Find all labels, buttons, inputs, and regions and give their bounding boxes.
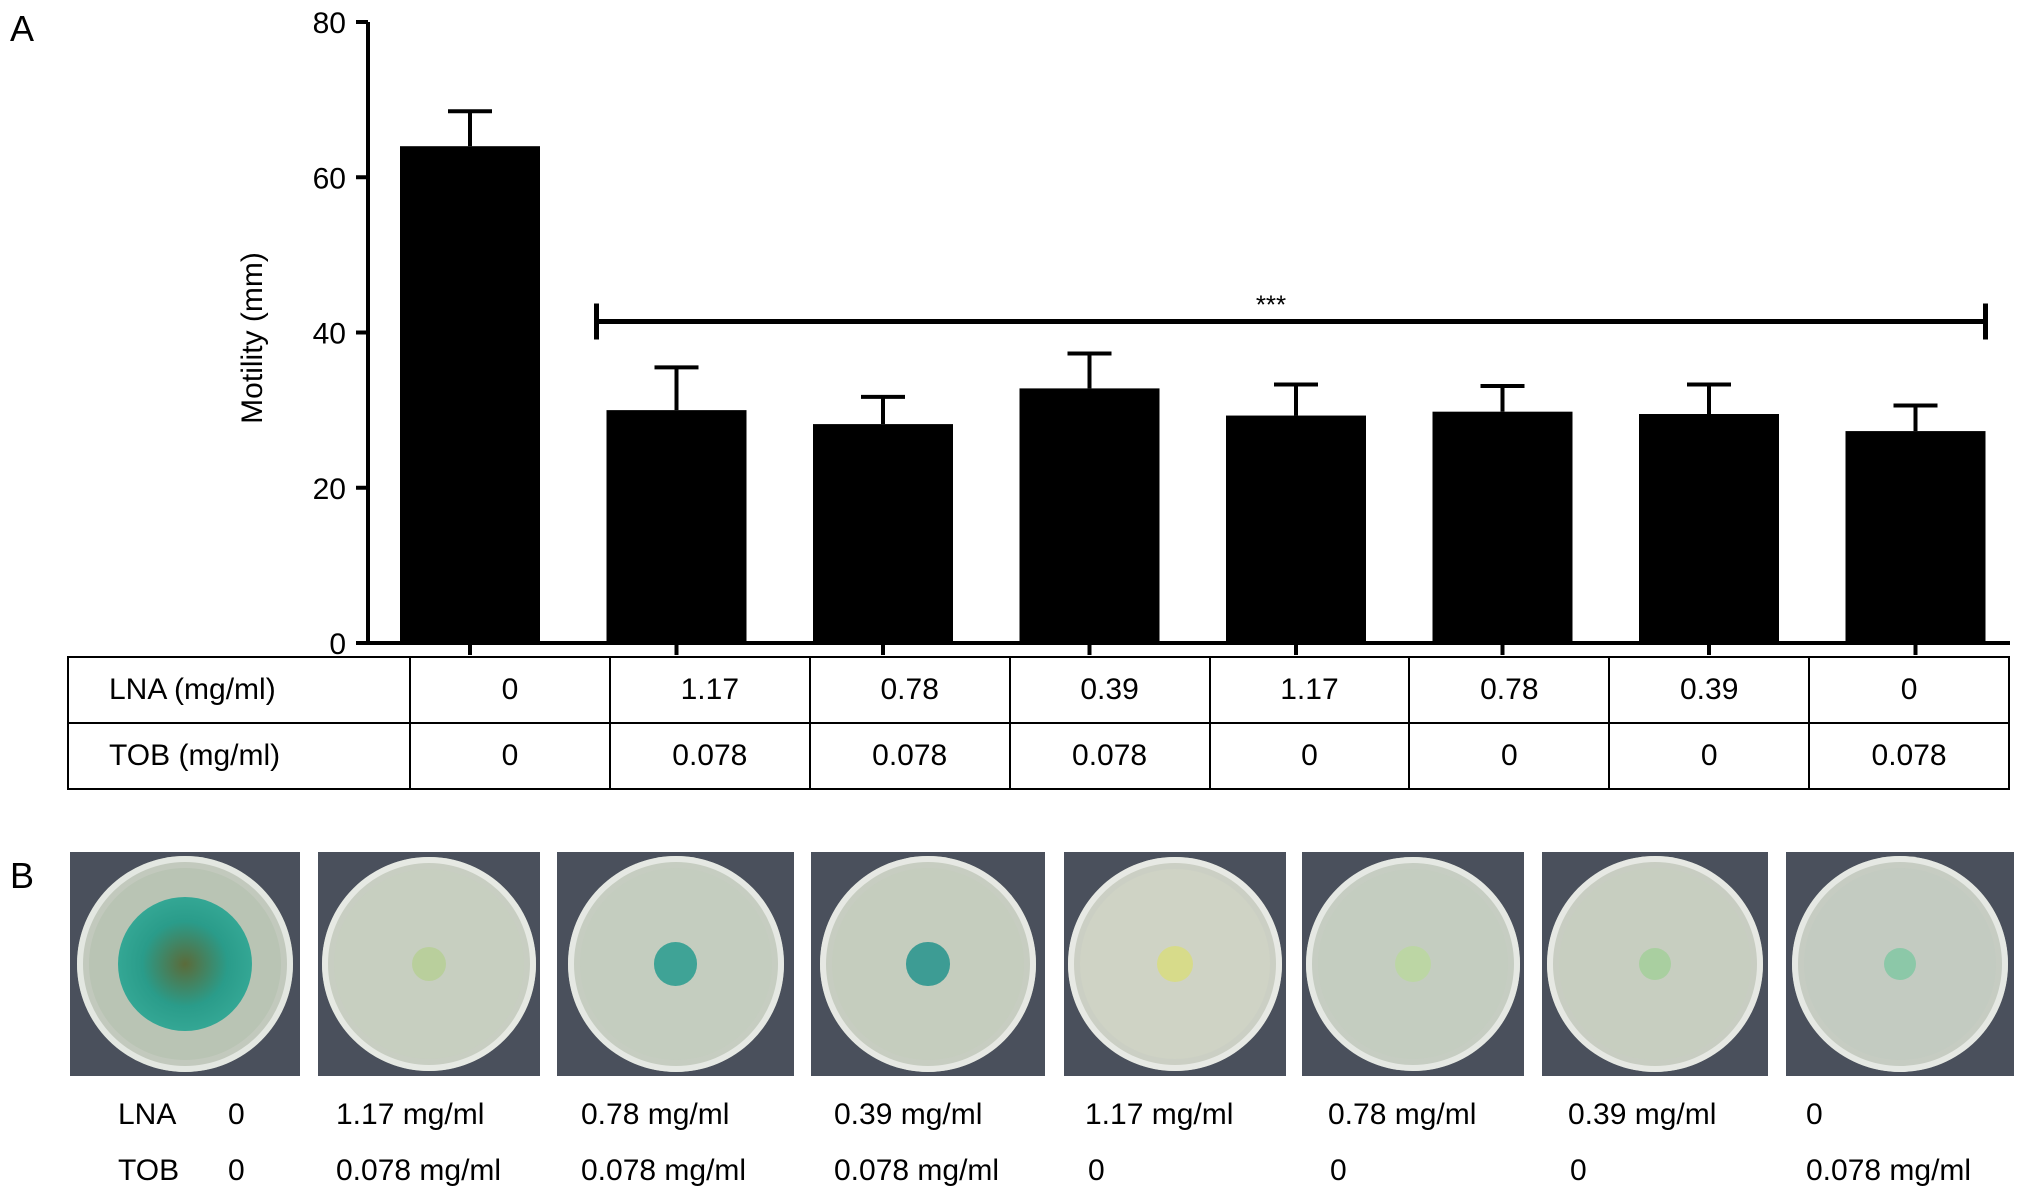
petri-dish xyxy=(567,856,784,1072)
table-cell: 0 xyxy=(1808,656,2010,724)
bar xyxy=(1226,415,1366,643)
petri-dish-photo xyxy=(1064,852,1286,1076)
colony xyxy=(653,942,698,986)
petri-dish xyxy=(1306,857,1520,1071)
table-cell: 0 xyxy=(409,722,611,790)
caption-lna-value: 0.39 mg/ml xyxy=(1568,1098,1717,1131)
caption-tob-value: 0.078 mg/ml xyxy=(1806,1154,1972,1187)
table-row-tob: TOB (mg/ml) 0 0.078 0.078 0.078 0 0 0 0.… xyxy=(67,722,2010,790)
colony xyxy=(1156,945,1194,983)
colony xyxy=(1883,947,1917,981)
petri-dish-photo xyxy=(70,852,300,1076)
panel-label-a: A xyxy=(10,8,35,49)
table-cell: 0.39 xyxy=(1608,656,1811,724)
bar xyxy=(813,424,953,643)
table-cell: 0.78 xyxy=(1408,656,1611,724)
colony xyxy=(411,946,447,982)
caption-tob-value: 0 xyxy=(228,1154,245,1187)
table-row-label: LNA (mg/ml) xyxy=(67,656,411,724)
caption-tob-value: 0 xyxy=(1330,1154,1347,1187)
petri-dish-photos xyxy=(70,852,2015,1076)
bar xyxy=(400,146,540,643)
table-cell: 0 xyxy=(1408,722,1611,790)
y-tick-label: 80 xyxy=(313,7,346,40)
caption-lna-value: 0.39 mg/ml xyxy=(834,1098,983,1131)
table-cell: 0 xyxy=(1608,722,1811,790)
bar xyxy=(1845,431,1986,643)
colony xyxy=(1394,945,1432,983)
table-cell: 0.078 xyxy=(1008,722,1211,790)
petri-dish-photo xyxy=(1302,852,1524,1076)
table-row-label: TOB (mg/ml) xyxy=(67,722,411,790)
caption-lna-value: 0.78 mg/ml xyxy=(1328,1098,1477,1131)
motility-bar-chart: 0 20 40 60 80 *** Motility (mm) xyxy=(236,7,2010,656)
caption-tob-value: 0 xyxy=(1088,1154,1105,1187)
y-tick-label: 20 xyxy=(313,473,346,506)
conditions-table: LNA (mg/ml) 0 1.17 0.78 0.39 1.17 0.78 0… xyxy=(67,656,2010,790)
caption-tob-value: 0.078 mg/ml xyxy=(834,1154,1000,1187)
bar xyxy=(606,410,747,643)
bar xyxy=(1432,411,1573,643)
y-tick-label: 60 xyxy=(313,162,346,195)
table-cell: 0 xyxy=(409,656,611,724)
petri-dish-photo xyxy=(811,852,1045,1076)
colony xyxy=(906,942,950,986)
petri-dish xyxy=(1068,857,1282,1071)
table-cell: 0.078 xyxy=(1808,722,2010,790)
petri-dish xyxy=(77,856,293,1072)
y-tick-label: 40 xyxy=(313,318,346,351)
bar xyxy=(1019,388,1160,643)
caption-label-lna: LNA xyxy=(118,1098,177,1131)
y-axis-label: Motility (mm) xyxy=(236,252,269,424)
petri-dish-photo xyxy=(318,852,540,1076)
table-cell: 1.17 xyxy=(1208,656,1411,724)
colony xyxy=(118,897,252,1031)
petri-dish-photo xyxy=(557,852,794,1076)
table-cell: 1.17 xyxy=(608,656,811,724)
colony xyxy=(1638,947,1672,981)
y-tick-label: 0 xyxy=(329,628,346,656)
caption-tob-value: 0 xyxy=(1570,1154,1587,1187)
caption-lna-value: 0 xyxy=(228,1098,245,1131)
significance-label: *** xyxy=(1256,290,1286,320)
table-cell: 0 xyxy=(1208,722,1411,790)
bar xyxy=(1639,414,1779,643)
caption-row-lna: LNA 0 1.17 mg/ml 0.78 mg/ml 0.39 mg/ml 1.17 … xyxy=(0,1098,2031,1138)
caption-lna-value: 0.78 mg/ml xyxy=(581,1098,730,1131)
petri-dish xyxy=(1547,856,1763,1072)
caption-label-tob: TOB xyxy=(118,1154,180,1187)
caption-lna-value: 1.17 mg/ml xyxy=(1085,1098,1234,1131)
petri-dish-photo xyxy=(1786,852,2014,1076)
panel-label-b: B xyxy=(10,855,35,896)
table-cell: 0.078 xyxy=(808,722,1011,790)
caption-lna-value: 1.17 mg/ml xyxy=(336,1098,485,1131)
table-cell: 0.78 xyxy=(808,656,1011,724)
caption-tob-value: 0.078 mg/ml xyxy=(581,1154,747,1187)
petri-dish-photo xyxy=(1542,852,1768,1076)
petri-dish xyxy=(1792,856,2008,1072)
table-cell: 0.39 xyxy=(1008,656,1211,724)
table-cell: 0.078 xyxy=(608,722,811,790)
petri-dish xyxy=(322,857,536,1071)
caption-row-tob: TOB 0 0.078 mg/ml 0.078 mg/ml 0.078 mg/ml 0 0… xyxy=(0,1154,2031,1194)
caption-lna-value: 0 xyxy=(1806,1098,1823,1131)
caption-tob-value: 0.078 mg/ml xyxy=(336,1154,502,1187)
petri-dish xyxy=(820,856,1036,1072)
table-row-lna: LNA (mg/ml) 0 1.17 0.78 0.39 1.17 0.78 0… xyxy=(67,656,2010,724)
